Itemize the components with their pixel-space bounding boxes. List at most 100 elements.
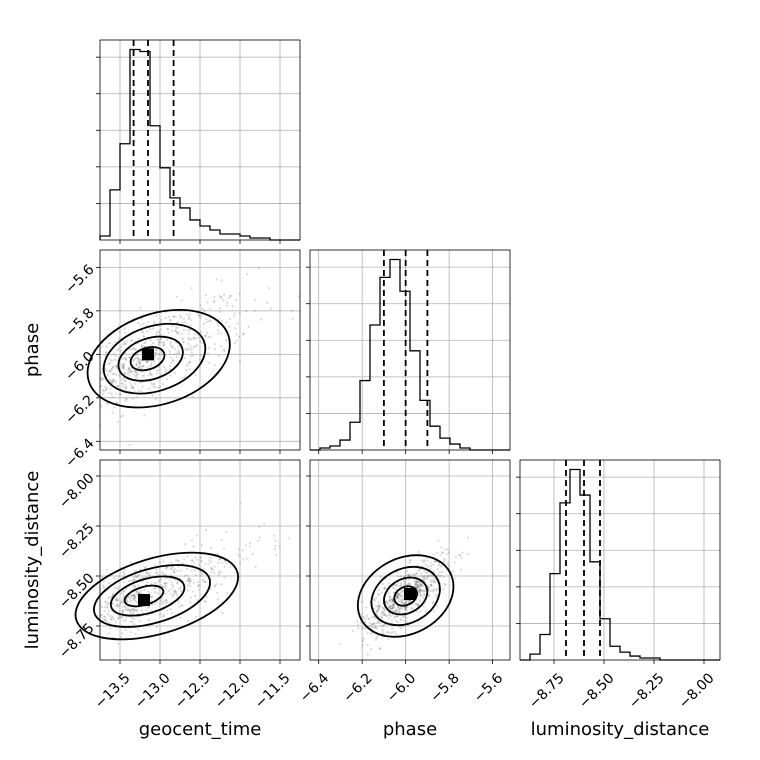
scatter-point bbox=[391, 603, 394, 606]
scatter-point bbox=[123, 341, 127, 344]
scatter-point bbox=[382, 624, 385, 627]
scatter-point bbox=[191, 559, 194, 562]
scatter-point bbox=[140, 344, 143, 347]
scatter-point bbox=[423, 570, 426, 573]
scatter-point bbox=[179, 569, 182, 572]
scatter-point bbox=[195, 573, 198, 577]
scatter-point bbox=[192, 590, 195, 593]
scatter-point bbox=[196, 344, 199, 347]
scatter-point bbox=[139, 589, 142, 592]
scatter-point bbox=[205, 320, 208, 323]
scatter-point bbox=[120, 617, 123, 620]
scatter-point bbox=[122, 589, 125, 592]
scatter-point bbox=[153, 602, 156, 605]
scatter-point bbox=[104, 351, 108, 354]
scatter-point bbox=[203, 580, 207, 583]
scatter-point bbox=[366, 653, 369, 656]
scatter-point bbox=[199, 330, 202, 333]
scatter-point bbox=[420, 584, 423, 587]
scatter-point bbox=[160, 597, 163, 600]
scatter-point bbox=[153, 320, 156, 323]
scatter-point bbox=[164, 582, 167, 585]
scatter-point bbox=[193, 569, 196, 572]
scatter-point bbox=[188, 578, 191, 581]
scatter-point bbox=[439, 574, 442, 577]
contour-level-2 bbox=[102, 322, 207, 395]
scatter-point bbox=[128, 443, 131, 446]
scatter-point bbox=[122, 366, 125, 369]
scatter-point bbox=[106, 603, 109, 606]
scatter-point bbox=[132, 579, 135, 582]
scatter-point bbox=[424, 610, 428, 614]
scatter-point bbox=[192, 545, 195, 548]
scatter-point bbox=[134, 369, 137, 373]
scatter-point bbox=[444, 548, 447, 551]
scatter-point bbox=[395, 632, 398, 635]
scatter-point bbox=[397, 605, 400, 609]
scatter-point bbox=[111, 616, 114, 619]
scatter-point bbox=[160, 318, 163, 321]
scatter-point bbox=[165, 566, 168, 569]
scatter-point bbox=[128, 367, 131, 370]
scatter-point bbox=[235, 333, 238, 336]
scatter-point bbox=[371, 626, 374, 629]
scatter-point bbox=[170, 581, 173, 584]
scatter-point bbox=[209, 320, 213, 323]
scatter-point bbox=[136, 374, 139, 377]
scatter-point bbox=[130, 597, 133, 600]
scatter-point bbox=[229, 565, 232, 568]
scatter-point bbox=[361, 639, 365, 643]
scatter-point bbox=[213, 295, 216, 299]
scatter-point bbox=[155, 568, 158, 571]
scatter-point bbox=[388, 605, 391, 609]
scatter-point bbox=[397, 594, 400, 597]
scatter-point bbox=[111, 395, 114, 398]
scatter-point bbox=[138, 362, 142, 365]
scatter-point bbox=[383, 588, 386, 591]
scatter-point bbox=[397, 592, 400, 595]
scatter-point bbox=[105, 620, 108, 624]
scatter-point bbox=[169, 341, 172, 344]
scatter-point bbox=[392, 605, 395, 608]
scatter-point bbox=[173, 590, 176, 593]
hist-line-geocent_time bbox=[99, 48, 300, 241]
scatter-point bbox=[426, 565, 430, 568]
scatter-point bbox=[113, 378, 116, 382]
scatter-point bbox=[118, 337, 121, 340]
scatter-point bbox=[121, 414, 124, 417]
scatter-point bbox=[242, 332, 245, 335]
scatter-point bbox=[111, 373, 114, 376]
scatter-point bbox=[122, 581, 125, 584]
scatter-point bbox=[217, 570, 221, 573]
scatter-point bbox=[412, 574, 415, 577]
scatter-point bbox=[402, 625, 405, 628]
scatter-point bbox=[173, 589, 176, 593]
scatter-point bbox=[105, 345, 108, 349]
scatter-point bbox=[137, 321, 140, 324]
scatter-point bbox=[225, 339, 228, 342]
scatter-point bbox=[102, 619, 105, 622]
scatter-point bbox=[155, 314, 158, 317]
scatter-point bbox=[149, 380, 152, 383]
scatter-point bbox=[101, 613, 104, 617]
scatter-point bbox=[408, 561, 411, 565]
scatter-point bbox=[177, 332, 180, 335]
scatter-point bbox=[103, 587, 106, 590]
density-peak bbox=[142, 348, 154, 361]
scatter-point bbox=[206, 301, 209, 304]
scatter-point bbox=[400, 601, 403, 604]
scatter-point bbox=[360, 600, 363, 603]
scatter-point bbox=[124, 343, 127, 346]
scatter-point bbox=[177, 349, 180, 352]
scatter-point bbox=[396, 621, 399, 624]
scatter-point bbox=[217, 317, 221, 320]
scatter-point bbox=[115, 364, 118, 367]
scatter-point bbox=[202, 580, 205, 583]
scatter-point bbox=[128, 381, 132, 384]
scatter-point bbox=[172, 315, 175, 318]
scatter-point bbox=[132, 386, 135, 390]
scatter-point bbox=[401, 616, 404, 619]
scatter-point bbox=[402, 601, 406, 604]
scatter-point bbox=[127, 608, 130, 611]
